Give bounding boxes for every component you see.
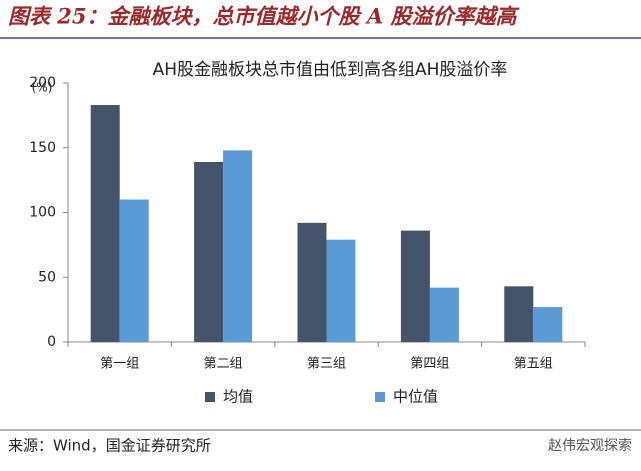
bar	[533, 307, 563, 342]
legend-swatch	[375, 392, 385, 402]
x-tick-label: 第一组	[100, 357, 139, 372]
header-title: 图表 25：金融板块，总市值越小个股 A 股溢价率越高	[8, 4, 520, 29]
bar	[326, 239, 356, 342]
y-tick-label: 0	[47, 334, 56, 350]
chart-title: AH股金融板块总市值由低到高各组AH股溢价率	[153, 60, 508, 80]
y-tick-label: 200	[29, 75, 56, 91]
watermark: 赵伟宏观探索	[548, 437, 632, 454]
legend-label: 均值	[223, 388, 253, 406]
bar	[400, 230, 430, 342]
bar	[504, 286, 534, 342]
y-tick-label: 50	[38, 269, 56, 285]
bar	[429, 287, 459, 342]
bar	[223, 150, 253, 342]
y-tick-label: 100	[29, 205, 56, 221]
y-axis-label: (%)	[32, 81, 53, 95]
bar	[90, 105, 120, 342]
legend-label: 中位值	[393, 388, 438, 406]
x-tick-label: 第二组	[204, 357, 243, 372]
bar	[194, 161, 224, 342]
bar	[297, 222, 327, 342]
source-note: 来源：Wind，国金证券研究所	[8, 437, 211, 455]
legend-swatch	[205, 392, 215, 402]
x-tick-label: 第五组	[514, 357, 553, 372]
x-tick-label: 第三组	[307, 357, 346, 372]
bar	[119, 199, 149, 342]
x-tick-label: 第四组	[410, 357, 449, 372]
y-tick-label: 150	[29, 140, 56, 156]
